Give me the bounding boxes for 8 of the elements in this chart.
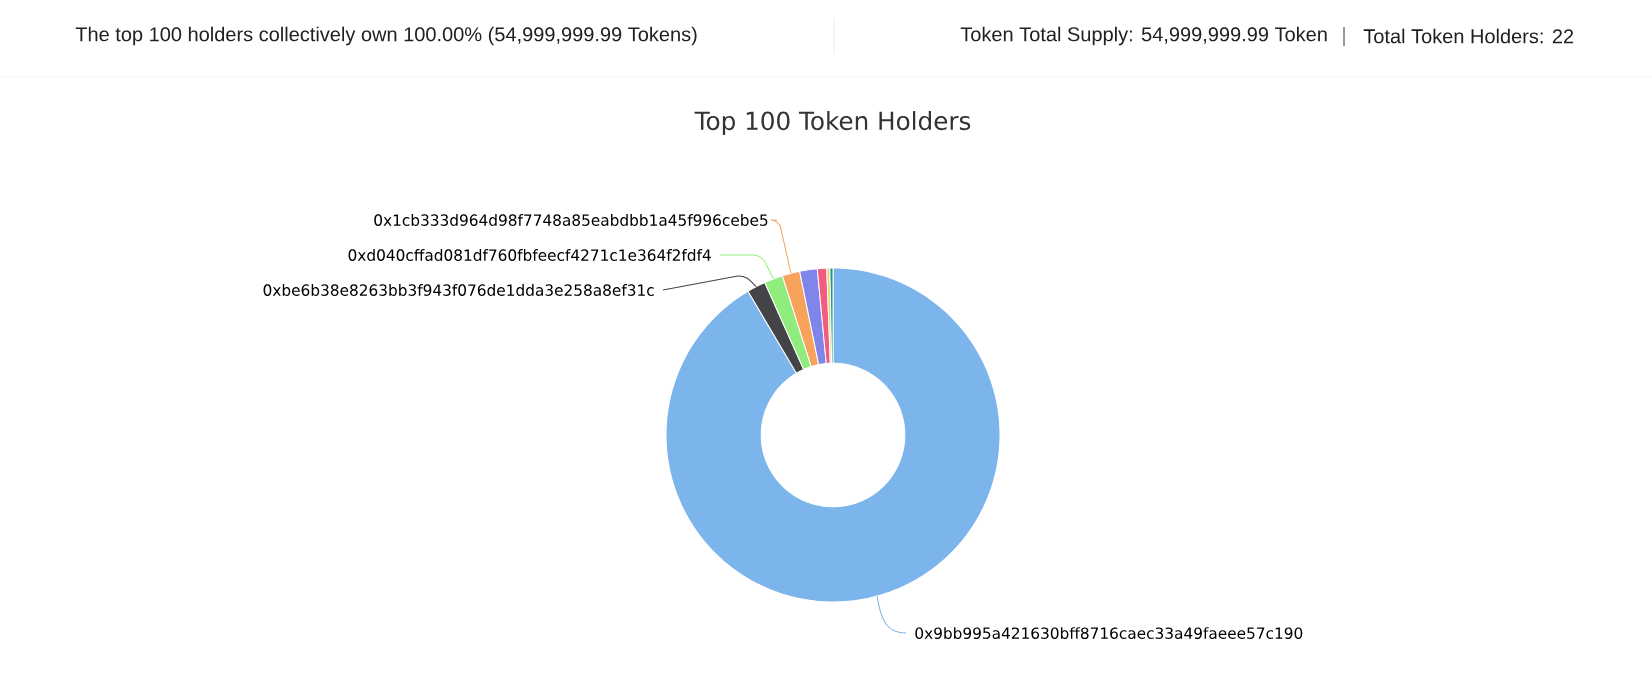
text: Token Total Supply: 54,999,999.99 Token <box>960 26 1327 46</box>
slice-label: 0x1cb333d964d98f7748a85eabdbb1a45f996cebe5 <box>374 214 768 226</box>
slice-label: 0x9bb995a421630bff8716caec33a49faeee57c190 <box>915 627 1303 639</box>
slice-label: 0xd040cffad081df760fbfeecf4271c1e364f2fdf4 <box>348 249 711 261</box>
text: The top 100 holders collectively own 100.00% (54,999,999.99 Tokens) <box>75 26 697 46</box>
text: Total Token Holders: 22 <box>1363 28 1574 44</box>
chart-title: Top 100 Token Holders <box>694 111 971 135</box>
slice-label: 0xbe6b38e8263bb3f943f076de1dda3e258a8ef31c <box>263 284 654 296</box>
